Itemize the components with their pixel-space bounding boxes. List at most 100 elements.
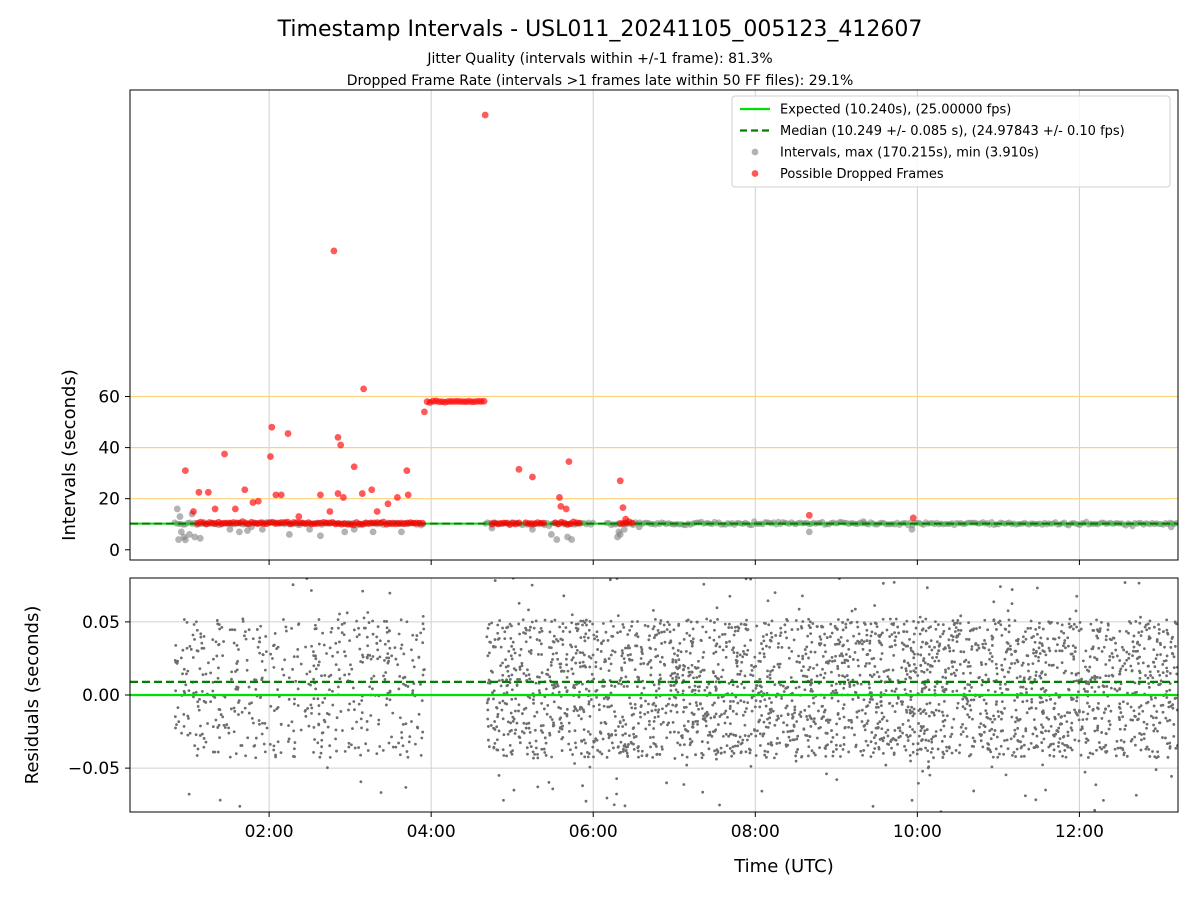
residual-point bbox=[314, 657, 318, 661]
residual-point bbox=[676, 654, 679, 657]
residual-point bbox=[875, 670, 879, 674]
residual-point bbox=[777, 716, 780, 720]
residual-point bbox=[624, 675, 628, 679]
residual-point bbox=[969, 671, 972, 675]
residual-point bbox=[1038, 674, 1042, 678]
residual-point bbox=[1143, 625, 1147, 629]
residual-point bbox=[745, 618, 748, 622]
residual-point bbox=[954, 626, 958, 629]
residual-point bbox=[367, 621, 371, 624]
residual-point bbox=[742, 700, 746, 704]
residual-point bbox=[770, 619, 774, 623]
residual-point bbox=[328, 755, 332, 759]
residual-point bbox=[716, 662, 720, 666]
residual-point bbox=[260, 678, 264, 682]
residual-point bbox=[862, 698, 866, 702]
residual-point bbox=[1152, 723, 1155, 727]
residual-point bbox=[950, 751, 954, 755]
residual-point bbox=[1118, 672, 1121, 676]
interval-outlier-point bbox=[258, 525, 266, 533]
residual-point bbox=[539, 642, 543, 646]
residual-point bbox=[716, 750, 720, 754]
residual-point bbox=[809, 689, 813, 693]
residual-point bbox=[780, 697, 783, 700]
residual-point bbox=[732, 651, 736, 654]
residual-point bbox=[316, 697, 320, 701]
residual-point bbox=[419, 682, 422, 686]
residual-point bbox=[1064, 755, 1068, 759]
residual-point bbox=[385, 656, 389, 660]
residual-point bbox=[961, 730, 965, 734]
residual-point bbox=[658, 673, 662, 677]
residual-point bbox=[690, 663, 694, 667]
residual-point bbox=[661, 707, 664, 711]
residual-point bbox=[1081, 659, 1085, 663]
residual-point bbox=[370, 687, 374, 691]
residual-point bbox=[1165, 666, 1169, 670]
residual-point bbox=[758, 718, 762, 722]
residual-point bbox=[639, 705, 643, 709]
residual-point bbox=[421, 622, 425, 626]
residual-point bbox=[990, 659, 994, 663]
residual-point bbox=[689, 620, 693, 624]
residual-point bbox=[881, 617, 885, 621]
residual-point bbox=[179, 656, 183, 660]
top-ytick-label: 0 bbox=[109, 541, 120, 561]
residual-point bbox=[699, 702, 702, 706]
residual-point bbox=[796, 734, 800, 738]
residual-point bbox=[868, 673, 872, 677]
residual-point bbox=[591, 653, 595, 657]
residual-point bbox=[1049, 697, 1053, 701]
residual-point bbox=[536, 756, 540, 760]
residual-point bbox=[869, 755, 873, 759]
residual-point bbox=[336, 650, 339, 654]
residual-point bbox=[857, 664, 860, 668]
residual-point bbox=[626, 754, 630, 758]
residual-point bbox=[522, 731, 526, 735]
residual-point bbox=[259, 624, 263, 628]
residual-point bbox=[1118, 706, 1122, 710]
dropped-point bbox=[181, 467, 189, 474]
residual-point bbox=[958, 663, 962, 666]
residual-point bbox=[708, 691, 711, 695]
residual-point bbox=[898, 729, 902, 733]
residual-point bbox=[713, 715, 716, 719]
residual-point bbox=[580, 717, 583, 721]
residual-point bbox=[1134, 620, 1138, 623]
residual-point bbox=[991, 720, 994, 724]
residual-point bbox=[787, 656, 791, 660]
residual-point bbox=[591, 622, 595, 626]
residual-point bbox=[927, 765, 931, 769]
residual-point bbox=[218, 708, 222, 711]
residual-point bbox=[831, 754, 835, 758]
residual-point bbox=[919, 645, 923, 649]
residual-point bbox=[914, 666, 918, 670]
residual-point bbox=[1154, 696, 1157, 700]
residual-point bbox=[966, 665, 970, 668]
residual-point bbox=[317, 642, 321, 646]
residual-point bbox=[948, 627, 951, 631]
residual-point bbox=[662, 662, 666, 666]
residual-point bbox=[492, 689, 496, 693]
residual-point bbox=[718, 803, 721, 807]
residual-point bbox=[924, 629, 928, 633]
residual-point bbox=[188, 731, 192, 735]
residual-point bbox=[755, 729, 759, 733]
bottom-xtick-label: 10:00 bbox=[893, 822, 942, 842]
residual-point bbox=[194, 620, 198, 624]
residual-point bbox=[736, 625, 740, 629]
residual-point bbox=[228, 628, 232, 632]
interval-outlier-point bbox=[398, 528, 405, 536]
residual-point bbox=[1014, 732, 1017, 736]
residual-point bbox=[570, 667, 574, 671]
residual-point bbox=[635, 632, 639, 636]
residual-point bbox=[314, 687, 318, 691]
dropped-point bbox=[195, 488, 203, 496]
residual-point bbox=[665, 781, 668, 785]
residual-point bbox=[727, 626, 731, 629]
residual-point bbox=[701, 625, 705, 629]
residual-point bbox=[338, 677, 342, 681]
residual-point bbox=[1164, 736, 1167, 740]
residual-point bbox=[738, 653, 742, 657]
residual-point bbox=[573, 762, 577, 765]
